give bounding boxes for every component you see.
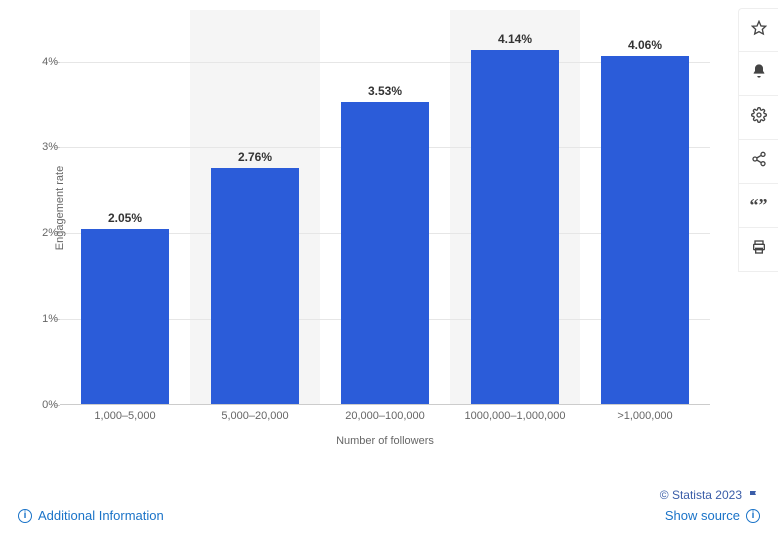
x-axis-line [60, 404, 710, 405]
x-axis-label: Number of followers [60, 435, 710, 447]
bar[interactable]: 4.06% [601, 56, 689, 405]
bar-value-label: 2.05% [108, 211, 142, 225]
bar-value-label: 3.53% [368, 84, 402, 98]
show-source-link[interactable]: Show source i [660, 508, 760, 523]
x-tick-label: 5,000–20,000 [190, 410, 320, 422]
print-button[interactable] [738, 228, 778, 272]
print-icon [751, 239, 767, 260]
info-icon: i [18, 509, 32, 523]
x-tick-label: 1,000–5,000 [60, 410, 190, 422]
x-tick-label: >1,000,000 [580, 410, 710, 422]
y-tick-label: 3% [30, 141, 58, 153]
y-tick-label: 4% [30, 56, 58, 68]
y-axis-label: Engagement rate [54, 165, 66, 249]
bar-value-label: 4.06% [628, 38, 662, 52]
settings-button[interactable] [738, 96, 778, 140]
x-tick-label: 1000,000–1,000,000 [450, 410, 580, 422]
bar[interactable]: 4.14% [471, 50, 559, 406]
additional-info-label: Additional Information [38, 508, 164, 523]
bell-icon [751, 63, 767, 84]
x-tick-label: 20,000–100,000 [320, 410, 450, 422]
notify-button[interactable] [738, 52, 778, 96]
cite-button[interactable]: “” [738, 184, 778, 228]
share-icon [751, 151, 767, 172]
chart-footer: i Additional Information © Statista 2023… [18, 488, 760, 523]
quote-icon: “” [750, 195, 768, 216]
additional-info-link[interactable]: i Additional Information [18, 508, 164, 523]
bar-value-label: 2.76% [238, 150, 272, 164]
y-tick-label: 1% [30, 313, 58, 325]
bar[interactable]: 3.53% [341, 102, 429, 405]
show-source-label: Show source [665, 508, 740, 523]
info-icon: i [746, 509, 760, 523]
chart-container: 0%1%2%3%4% 2.05%2.76%3.53%4.14%4.06% Eng… [0, 0, 730, 445]
copyright-text: © Statista 2023 [660, 488, 760, 502]
favorite-button[interactable] [738, 8, 778, 52]
bars-group: 2.05% 2.76% 3.53% 4.14% 4.06% [60, 10, 710, 405]
plot-area: 0%1%2%3%4% 2.05%2.76%3.53%4.14%4.06% Eng… [60, 10, 710, 405]
bar-value-label: 4.14% [498, 32, 532, 46]
x-tick-labels: 1,000–5,0005,000–20,00020,000–100,000100… [60, 410, 710, 422]
bar[interactable]: 2.76% [211, 168, 299, 405]
bar[interactable]: 2.05% [81, 229, 169, 405]
y-tick-label: 0% [30, 399, 58, 411]
gear-icon [751, 107, 767, 128]
star-icon [751, 20, 767, 41]
side-toolbar: “” [738, 8, 778, 272]
flag-icon [748, 489, 760, 501]
share-button[interactable] [738, 140, 778, 184]
